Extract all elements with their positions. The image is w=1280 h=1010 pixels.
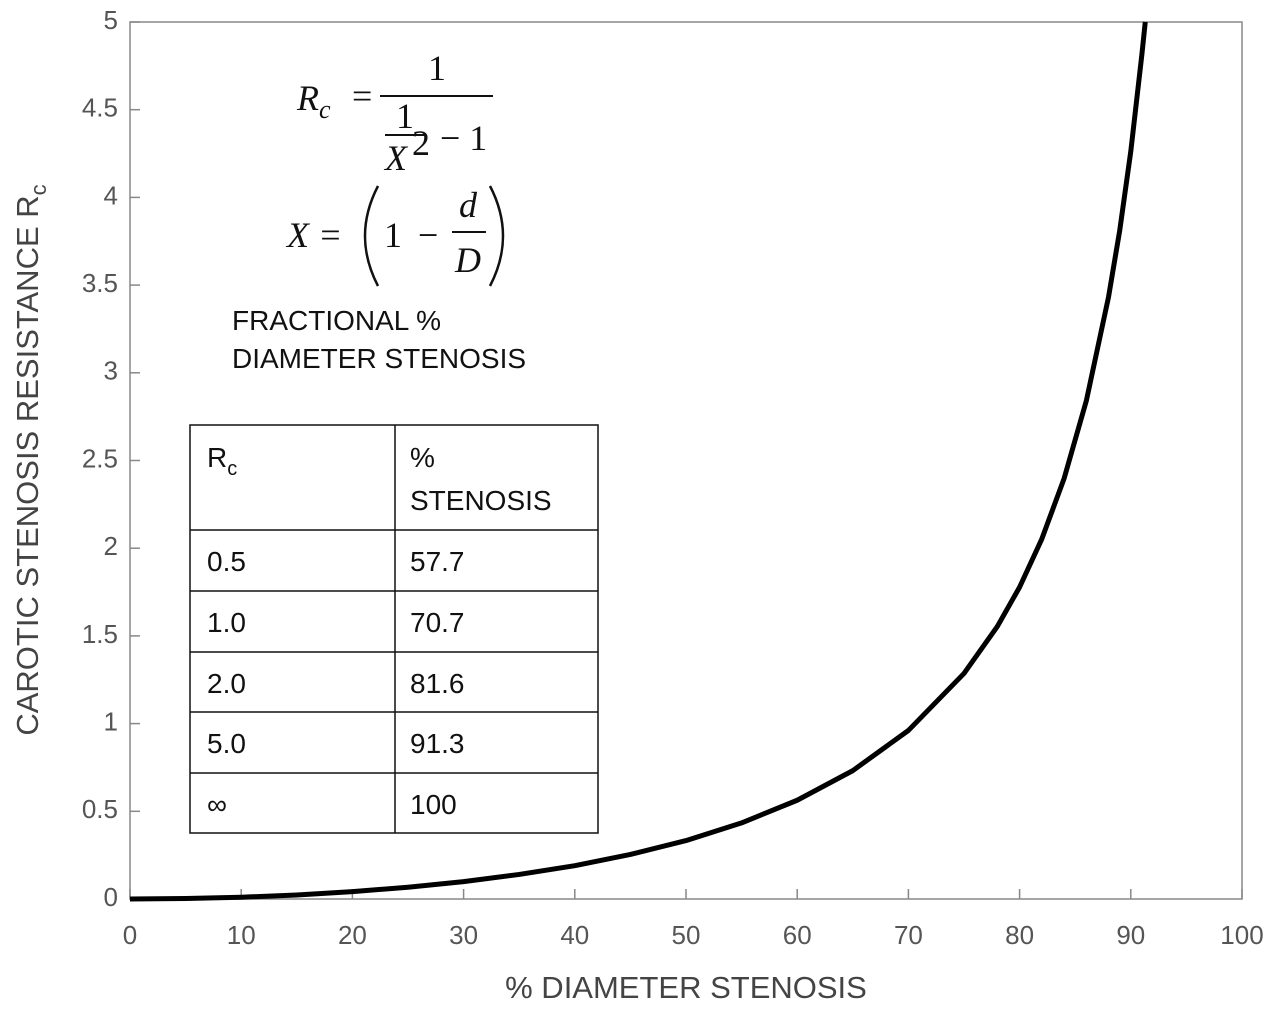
- table-cell: 1.0: [207, 607, 246, 638]
- formula-x-eq-text: X =: [285, 215, 342, 255]
- formula-small-num: 1: [396, 96, 414, 136]
- y-axis-label: CAROTIC STENOSIS RESISTANCE Rc: [10, 184, 51, 735]
- note-line: DIAMETER STENOSIS: [232, 343, 526, 374]
- x-tick-label: 100: [1220, 920, 1263, 950]
- x-tick-label: 20: [338, 920, 367, 950]
- x-tick-label: 60: [783, 920, 812, 950]
- y-axis-label-main: CAROTIC STENOSIS RESISTANCE R: [10, 195, 45, 735]
- formula-exp: 2: [412, 123, 430, 163]
- y-tick-label: 5: [104, 5, 118, 35]
- y-tick-label: 0: [104, 882, 118, 912]
- x-tick-label: 50: [672, 920, 701, 950]
- formula-x-eq: X =: [285, 215, 342, 255]
- y-tick-label: 2: [104, 531, 118, 561]
- table-header-sub: c: [227, 458, 237, 480]
- table-cell: 100: [410, 789, 457, 820]
- y-tick-label: 4: [104, 180, 118, 210]
- table-grid: [189, 424, 599, 834]
- table-cell: 57.7: [410, 546, 465, 577]
- table-header: %: [410, 442, 435, 473]
- formula-one: 1: [384, 215, 402, 255]
- x-tick-label: 0: [123, 920, 137, 950]
- y-tick-label: 2.5: [82, 443, 118, 473]
- x-tick-label: 80: [1005, 920, 1034, 950]
- table-cell: 70.7: [410, 607, 465, 638]
- table-cell: 5.0: [207, 728, 246, 759]
- table-header-text: R: [207, 442, 227, 473]
- note-line: FRACTIONAL %: [232, 305, 441, 336]
- x-tick-label: 30: [449, 920, 478, 950]
- y-tick-label: 4.5: [82, 93, 118, 123]
- formula-r: Rc: [296, 78, 331, 124]
- y-tick-label: 1: [104, 706, 118, 736]
- y-tick-label: 3.5: [82, 268, 118, 298]
- y-tick-label: 0.5: [82, 794, 118, 824]
- table-cell: 91.3: [410, 728, 465, 759]
- paren-left: [363, 185, 380, 287]
- table-cell: ∞: [207, 789, 227, 820]
- x-tick-label: 40: [560, 920, 589, 950]
- formula-d: d: [459, 185, 478, 225]
- x-axis-label: % DIAMETER STENOSIS: [505, 970, 867, 1005]
- formula-big-d: D: [454, 240, 481, 280]
- table-header: STENOSIS: [410, 485, 552, 516]
- table-header: Rc: [207, 442, 237, 480]
- y-tick-label: 3: [104, 356, 118, 386]
- x-tick-label: 70: [894, 920, 923, 950]
- formula-minus-one: − 1: [440, 118, 487, 158]
- y-tick-label: 1.5: [82, 619, 118, 649]
- y-axis-label-sub: c: [26, 184, 51, 195]
- formula-x: X: [383, 138, 409, 178]
- line: [129, 21, 1148, 902]
- formula-r-sub: c: [319, 95, 331, 124]
- formula-num: 1: [428, 48, 446, 88]
- formula-minus: −: [418, 215, 438, 255]
- x-tick-label: 90: [1116, 920, 1145, 950]
- table-cell: 2.0: [207, 668, 246, 699]
- x-tick-label: 10: [227, 920, 256, 950]
- table-cell: 0.5: [207, 546, 246, 577]
- table-cell: 81.6: [410, 668, 465, 699]
- formula-r-main: R: [296, 78, 319, 118]
- formula-eq: =: [352, 76, 372, 116]
- paren-right: [488, 185, 505, 287]
